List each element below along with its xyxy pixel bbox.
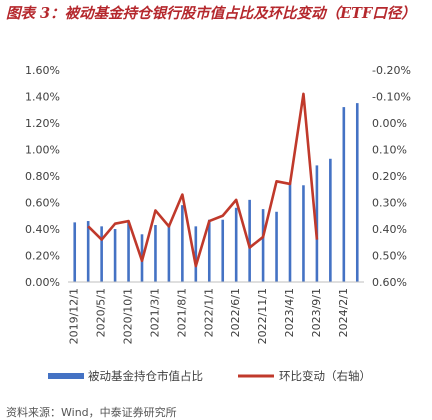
right-axis-tick-label: 0.10% <box>372 144 407 157</box>
x-axis-tick-label: 2022/6/1 <box>229 288 242 337</box>
right-axis-tick-label: 0.50% <box>372 250 407 263</box>
bar <box>154 225 157 282</box>
left-axis-tick-label: 0.80% <box>25 170 60 183</box>
left-axis-tick-label: 1.20% <box>25 117 60 130</box>
legend-bar-label: 被动基金持仓市值占比 <box>88 369 203 383</box>
left-axis-tick-label: 0.40% <box>25 223 60 236</box>
line-series <box>87 92 319 268</box>
bar <box>73 222 77 282</box>
bar <box>127 221 130 282</box>
x-axis-tick-label: 2023/4/1 <box>283 288 296 337</box>
bar <box>288 182 292 282</box>
right-axis-tick-label: 0.30% <box>372 197 407 210</box>
bar <box>221 219 225 282</box>
line-path <box>87 92 319 268</box>
bar <box>302 185 305 282</box>
x-axis-tick-label: 2020/10/1 <box>122 288 135 344</box>
bar <box>194 226 198 282</box>
bar <box>207 219 211 282</box>
source-note: 资料来源：Wind，中泰证券研究所 <box>6 406 177 419</box>
bar <box>100 226 103 282</box>
chart-title: 图表 3：被动基金持仓银行股市值占比及环比变动（ETF口径） <box>6 5 416 22</box>
bar <box>261 209 265 282</box>
bar-series <box>73 103 359 282</box>
bar <box>86 221 90 282</box>
left-axis-ticks: 0.00% 0.20% 0.40% 0.60% 0.80% 1.00% 1.20% 1.40%… <box>25 64 60 289</box>
bar <box>355 103 359 282</box>
right-axis-tick-label: -0.10% <box>372 91 411 104</box>
bar <box>315 165 319 282</box>
bar <box>234 207 238 282</box>
x-axis-tick-label: 2023/9/1 <box>310 288 323 337</box>
right-axis-tick-label: 0.60% <box>372 276 407 289</box>
bar <box>342 107 346 282</box>
x-axis-tick-label: 2019/12/1 <box>68 288 81 344</box>
left-axis-tick-label: 0.20% <box>25 250 60 263</box>
legend-line-label: 环比变动（右轴） <box>279 369 371 383</box>
bar <box>248 199 251 282</box>
x-axis-tick-label: 2021/8/1 <box>175 288 188 337</box>
right-axis-tick-label: 0.40% <box>372 223 407 236</box>
legend-bar-swatch <box>48 373 84 379</box>
bar <box>275 211 278 282</box>
bar <box>329 158 332 282</box>
left-axis-tick-label: 0.60% <box>25 197 60 210</box>
x-axis-ticks: 2019/12/1 2020/5/1 2020/10/1 2021/3/1 2021/8… <box>68 288 350 344</box>
x-axis-tick-label: 2022/11/1 <box>256 288 269 344</box>
right-axis-ticks: -0.20% -0.10% 0.00% 0.10% 0.20% 0.30% 0.40% 0.5… <box>372 64 411 289</box>
x-axis-tick-label: 2022/1/1 <box>202 288 215 337</box>
x-axis-tick-label: 2020/5/1 <box>95 288 108 337</box>
right-axis-tick-label: 0.00% <box>372 117 407 130</box>
left-axis-tick-label: 1.00% <box>25 144 60 157</box>
left-axis-tick-label: 1.40% <box>25 91 60 104</box>
x-axis-tick-label: 2024/2/1 <box>337 288 350 337</box>
x-axis-tick-label: 2021/3/1 <box>148 288 161 337</box>
bar <box>167 223 171 282</box>
right-axis-tick-label: 0.20% <box>372 170 407 183</box>
legend: 被动基金持仓市值占比 环比变动（右轴） <box>48 369 371 383</box>
bar <box>113 229 117 282</box>
left-axis-tick-label: 1.60% <box>25 64 60 77</box>
left-axis-tick-label: 0.00% <box>25 276 60 289</box>
bar <box>181 205 184 282</box>
right-axis-tick-label: -0.20% <box>372 64 411 77</box>
